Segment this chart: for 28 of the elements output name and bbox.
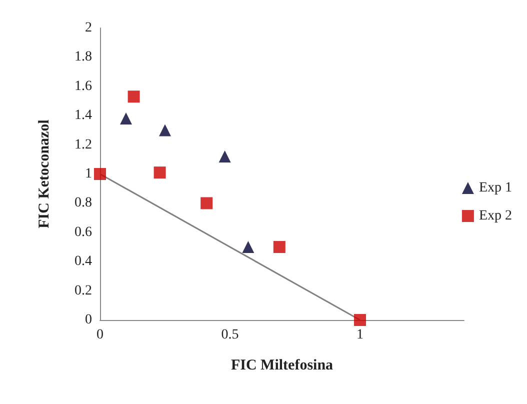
point: [120, 112, 132, 125]
x-tick-label: 0.5: [221, 328, 239, 342]
legend-label: Exp 1: [478, 180, 512, 196]
y-tick-label: 1.6: [74, 78, 92, 94]
point: [94, 168, 106, 180]
y-tick-label: 1.4: [74, 108, 92, 124]
point: [273, 241, 286, 253]
x-tick-label: 1: [356, 328, 364, 342]
y-tick-label: 0.8: [74, 196, 92, 211]
y-tick-label: 2: [85, 20, 92, 36]
y-axis-title: FIC Ketoconazol: [36, 120, 52, 228]
legend-label: Exp 2: [478, 208, 512, 224]
point: [242, 241, 254, 253]
point: [154, 166, 166, 179]
y-tick-label: 0.4: [74, 254, 92, 270]
point: [200, 197, 213, 210]
y-tick-label: 0.2: [74, 283, 92, 298]
x-tick-label: 0: [96, 328, 104, 342]
point: [159, 124, 171, 136]
y-tick-label: 1.8: [74, 50, 92, 65]
point: [128, 90, 140, 103]
point: [354, 314, 366, 326]
y-tick-label: 1: [85, 166, 92, 182]
point: [218, 150, 231, 162]
y-tick-label: 1.2: [74, 137, 92, 152]
y-tick-label: 0.6: [74, 224, 92, 240]
y-tick-label: 0: [85, 312, 92, 328]
x-axis-title: FIC Miltefosina: [230, 358, 334, 374]
